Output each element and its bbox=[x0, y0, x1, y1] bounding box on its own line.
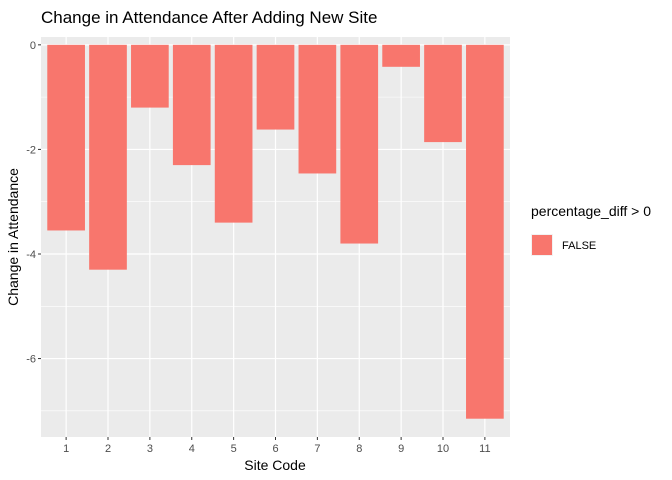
x-axis-title: Site Code bbox=[244, 457, 306, 473]
x-tick-label: 2 bbox=[105, 443, 111, 455]
legend: percentage_diff > 0 FALSE bbox=[531, 203, 651, 256]
legend-title: percentage_diff > 0 bbox=[531, 203, 651, 219]
x-tick-label: 10 bbox=[437, 443, 449, 455]
bar-site-10 bbox=[424, 44, 462, 143]
bar-site-9 bbox=[382, 44, 420, 67]
chart-title: Change in Attendance After Adding New Si… bbox=[41, 8, 377, 27]
y-tick-label: -4 bbox=[26, 249, 36, 261]
y-tick-label: 0 bbox=[30, 40, 36, 52]
bar-site-1 bbox=[47, 44, 85, 231]
bars bbox=[47, 44, 504, 419]
x-axis: 1 2 3 4 5 6 7 8 9 10 11 bbox=[63, 437, 491, 455]
x-tick-label: 5 bbox=[231, 443, 237, 455]
x-tick-label: 8 bbox=[356, 443, 362, 455]
x-tick-label: 7 bbox=[314, 443, 320, 455]
x-tick-label: 11 bbox=[479, 443, 490, 455]
y-tick-label: -2 bbox=[26, 144, 36, 156]
bar-site-8 bbox=[340, 44, 379, 244]
y-tick-label: -6 bbox=[26, 354, 36, 366]
x-tick-label: 3 bbox=[147, 443, 153, 455]
bar-site-5 bbox=[214, 44, 253, 223]
bar-site-6 bbox=[256, 44, 295, 130]
y-axis-title: Change in Attendance bbox=[5, 168, 21, 306]
bar-site-3 bbox=[131, 44, 169, 108]
bar-site-4 bbox=[172, 44, 211, 166]
legend-key-false bbox=[532, 235, 552, 255]
x-tick-label: 4 bbox=[189, 443, 195, 455]
x-tick-label: 1 bbox=[63, 443, 69, 455]
bar-site-2 bbox=[89, 44, 127, 270]
bar-site-7 bbox=[298, 44, 337, 174]
bar-site-11 bbox=[466, 44, 504, 419]
legend-label-false: FALSE bbox=[562, 240, 596, 252]
x-tick-label: 9 bbox=[398, 443, 404, 455]
x-tick-label: 6 bbox=[272, 443, 278, 455]
y-axis: 0 -2 -4 -6 bbox=[26, 40, 41, 366]
